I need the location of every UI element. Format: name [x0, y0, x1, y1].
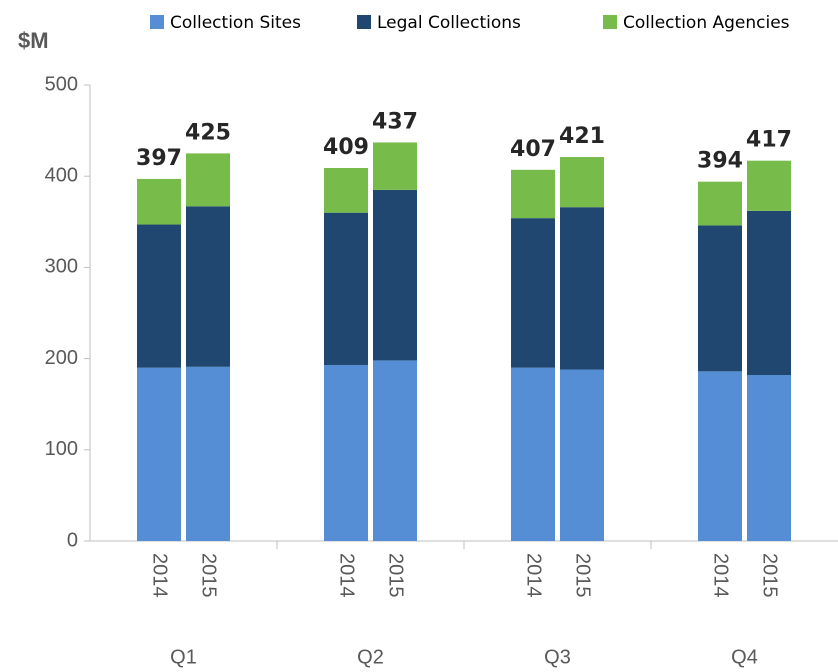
- bar-segment: [137, 224, 181, 368]
- bar-segment: [747, 160, 791, 211]
- bar-segment: [186, 206, 230, 367]
- bar-segment: [560, 207, 604, 370]
- bar-segment: [373, 189, 417, 361]
- legend-label: Legal Collections: [377, 13, 521, 33]
- y-axis-label: $M: [18, 28, 49, 53]
- y-tick-label: 100: [45, 438, 78, 460]
- x-tick-label: 2014: [523, 553, 545, 598]
- bar-segment: [324, 212, 368, 365]
- bar-segment: [137, 178, 181, 225]
- group-label: Q3: [544, 646, 571, 668]
- total-label: 407: [510, 137, 556, 162]
- bar-segment: [560, 369, 604, 541]
- group-label: Q2: [357, 646, 384, 668]
- x-tick-label: 2015: [759, 553, 781, 598]
- bar-segment: [698, 225, 742, 372]
- legend-label: Collection Agencies: [623, 13, 790, 33]
- x-tick-label: 2015: [572, 553, 594, 598]
- y-tick-label: 400: [45, 164, 78, 186]
- x-tick-label: 2015: [198, 553, 220, 598]
- bar-segment: [324, 167, 368, 213]
- bar-segment: [747, 375, 791, 541]
- x-tick-label: 2014: [149, 553, 171, 598]
- legend-swatch: [357, 15, 371, 29]
- legend-label: Collection Sites: [170, 13, 301, 33]
- total-label: 394: [697, 149, 743, 174]
- total-label: 425: [185, 120, 231, 145]
- total-label: 437: [372, 109, 418, 134]
- bar-segment: [186, 366, 230, 541]
- y-tick-label: 300: [45, 256, 78, 278]
- y-tick-label: 500: [45, 73, 78, 95]
- total-label: 417: [746, 128, 792, 153]
- y-tick-label: 0: [67, 529, 78, 551]
- total-label: 421: [559, 124, 605, 149]
- bar-segment: [373, 142, 417, 190]
- x-tick-label: 2014: [710, 553, 732, 598]
- x-tick-label: 2015: [385, 553, 407, 598]
- bar-segment: [511, 367, 555, 541]
- bar-segment: [186, 153, 230, 207]
- total-label: 397: [136, 146, 182, 171]
- total-label: 409: [323, 135, 369, 160]
- group-label: Q1: [170, 646, 197, 668]
- bar-segment: [698, 371, 742, 541]
- bar-segment: [137, 367, 181, 541]
- group-label: Q4: [731, 646, 758, 668]
- bar-segment: [511, 169, 555, 219]
- bar-segment: [560, 157, 604, 208]
- bar-segment: [747, 210, 791, 376]
- bar-segment: [373, 360, 417, 541]
- y-tick-label: 200: [45, 347, 78, 369]
- legend-swatch: [603, 15, 617, 29]
- bar-segment: [698, 181, 742, 226]
- bar-segment: [324, 364, 368, 541]
- x-tick-label: 2014: [336, 553, 358, 598]
- bar-segment: [511, 218, 555, 368]
- legend-swatch: [150, 15, 164, 29]
